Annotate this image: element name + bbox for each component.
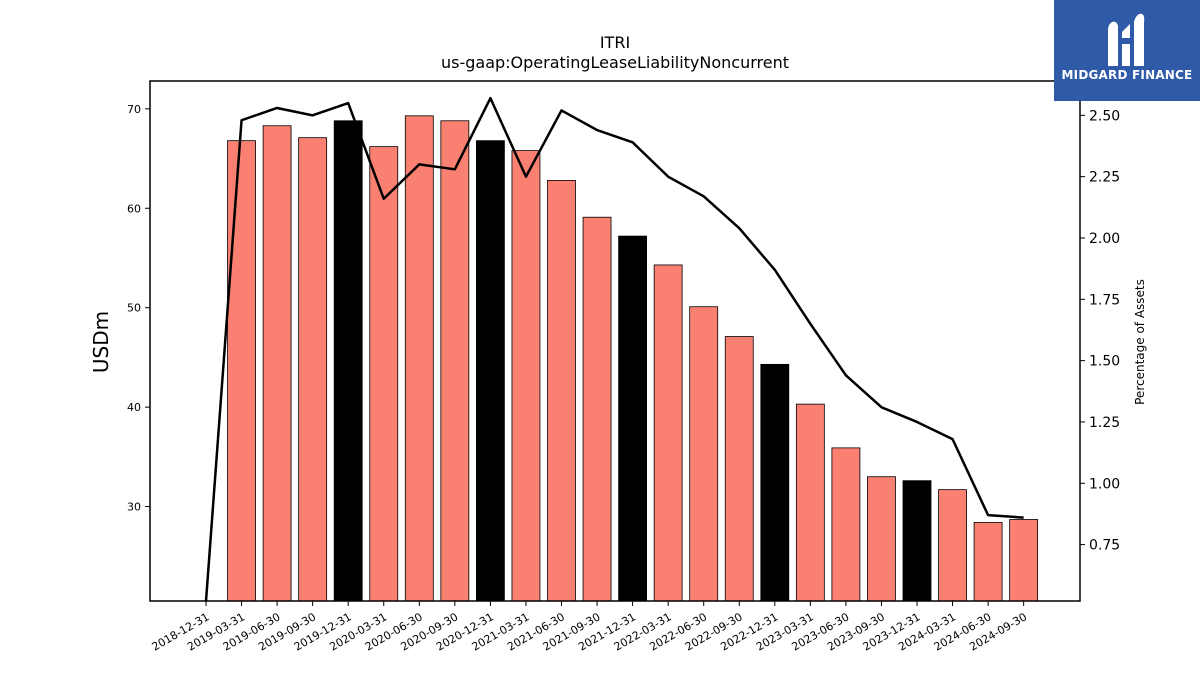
bar [760, 363, 790, 602]
y2-tick-label: 1.75 [1089, 292, 1120, 308]
bar [298, 137, 328, 602]
bar [511, 150, 541, 602]
bar [831, 447, 861, 602]
bar [404, 115, 434, 602]
bar [653, 264, 683, 602]
bar [902, 480, 932, 602]
y2-tick-label: 1.50 [1089, 354, 1120, 370]
bar [475, 140, 505, 602]
line-group [204, 96, 1024, 602]
series-line [204, 96, 1024, 602]
y-tick-label: 60 [127, 202, 141, 215]
bar [938, 489, 967, 602]
logo-text: MIDGARD FINANCE [1061, 68, 1193, 82]
bar [333, 120, 363, 602]
y2-tick-label: 2.25 [1089, 170, 1120, 186]
bar [795, 403, 825, 602]
bar [1009, 519, 1039, 602]
bar-group [227, 115, 1039, 602]
y2-axis-label: Percentage of Assets [1133, 279, 1147, 405]
bar [689, 306, 719, 602]
bar [618, 235, 647, 602]
y2-tick-label: 2.50 [1089, 108, 1120, 124]
bar [262, 125, 292, 602]
y-axis-label: USDm [89, 311, 113, 373]
y2-tick-label: 2.00 [1089, 231, 1120, 247]
bar [227, 140, 256, 602]
bar [973, 522, 1003, 602]
chart-subtitle: us-gaap:OperatingLeaseLiabilityNoncurren… [441, 53, 789, 72]
bar [582, 216, 612, 602]
y-tick-label: 50 [127, 302, 141, 315]
y-tick-label: 30 [127, 501, 141, 514]
midgard-finance-logo: MIDGARD FINANCE [1054, 0, 1200, 101]
bar [369, 146, 399, 602]
bar [867, 476, 896, 602]
y-tick-label: 40 [127, 401, 141, 414]
y-tick-label: 70 [127, 103, 141, 116]
y2-tick-label: 1.25 [1089, 415, 1120, 431]
logo-mark-icon [1108, 13, 1145, 66]
bar [440, 120, 470, 602]
y2-tick-label: 0.75 [1089, 538, 1120, 554]
chart-title: ITRI [600, 33, 630, 52]
y2-tick-label: 1.00 [1089, 476, 1120, 492]
bar [724, 336, 754, 602]
bar [547, 180, 576, 602]
plot-frame [149, 80, 1081, 602]
